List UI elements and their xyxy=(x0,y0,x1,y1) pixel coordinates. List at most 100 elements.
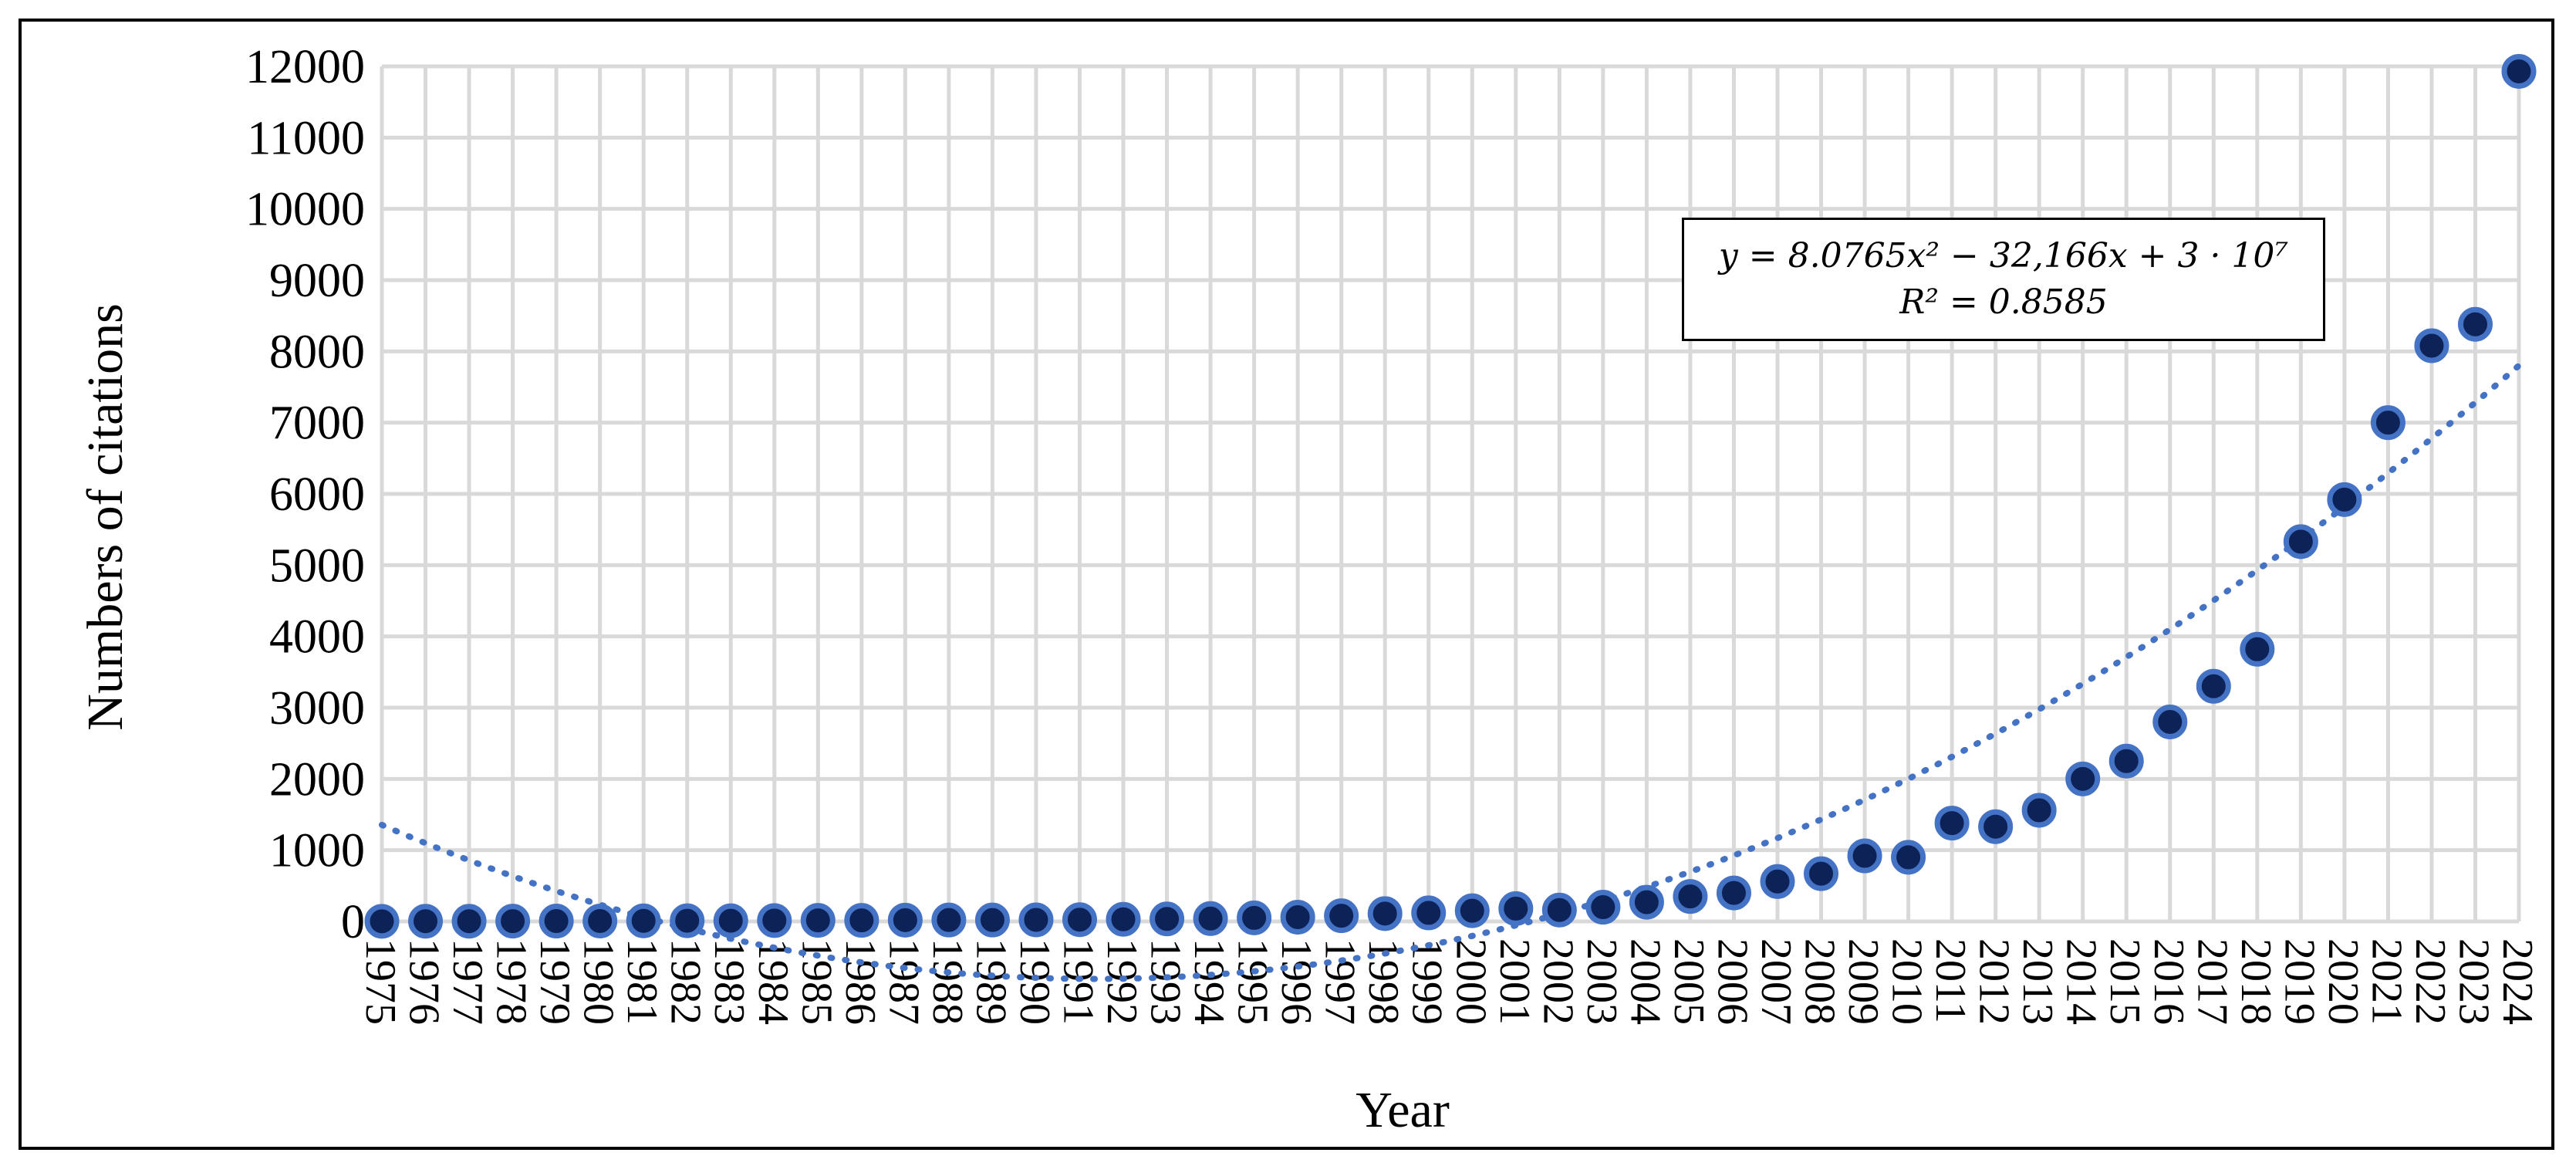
x-tick-label: 2004 xyxy=(1621,938,1669,1025)
x-tick-label: 2003 xyxy=(1578,938,1626,1025)
data-point xyxy=(2501,53,2537,89)
data-point xyxy=(2240,631,2275,667)
data-point xyxy=(1585,890,1621,925)
x-tick-label: 1978 xyxy=(488,938,535,1025)
y-tick-label: 12000 xyxy=(245,41,365,93)
data-point xyxy=(1629,884,1664,920)
trendline-equation: y = 8.0765x² − 32,166x + 3 · 10⁷ xyxy=(1718,236,2289,276)
x-tick-label: 1975 xyxy=(356,938,404,1025)
data-point xyxy=(800,903,836,938)
x-axis-title: Year xyxy=(1356,1082,1450,1138)
data-point xyxy=(495,904,531,939)
data-point xyxy=(1411,895,1447,931)
data-point xyxy=(1673,879,1708,914)
y-tick-label: 1000 xyxy=(269,825,365,877)
x-tick-label: 2014 xyxy=(2058,938,2105,1025)
x-tick-label: 1986 xyxy=(836,938,884,1025)
data-point xyxy=(1018,902,1054,938)
x-tick-label: 1990 xyxy=(1011,938,1058,1025)
x-tick-label: 2009 xyxy=(1839,938,1887,1025)
x-tick-label: 2015 xyxy=(2101,938,2149,1025)
x-tick-label: 1996 xyxy=(1272,938,1320,1025)
y-tick-label: 0 xyxy=(341,896,365,948)
data-point xyxy=(1280,899,1315,935)
x-tick-label: 1977 xyxy=(444,938,491,1025)
x-tick-label: 1983 xyxy=(705,938,753,1025)
data-point xyxy=(1106,901,1141,937)
x-tick-label: 1999 xyxy=(1403,938,1451,1025)
x-tick-label: 2010 xyxy=(1883,938,1931,1025)
y-axis-title: Numbers of citations xyxy=(77,303,133,731)
data-point xyxy=(1193,901,1228,936)
x-tick-label: 2000 xyxy=(1447,938,1494,1025)
y-tick-label: 8000 xyxy=(269,326,365,378)
x-tick-label: 2001 xyxy=(1491,938,1538,1025)
x-tick-label: 2018 xyxy=(2232,938,2280,1025)
y-tick-label: 2000 xyxy=(269,753,365,806)
data-point xyxy=(2370,405,2406,441)
data-point xyxy=(2414,328,2449,363)
x-tick-label: 2023 xyxy=(2449,938,2497,1025)
x-tick-label: 2016 xyxy=(2145,938,2193,1025)
data-point xyxy=(1934,806,1970,841)
x-tick-label: 2020 xyxy=(2319,938,2367,1025)
data-point xyxy=(1324,898,1359,934)
x-tick-label: 1993 xyxy=(1142,938,1190,1025)
x-tick-label: 1988 xyxy=(923,938,971,1025)
y-tick-label: 7000 xyxy=(269,397,365,450)
data-point xyxy=(2065,761,2101,796)
x-tick-label: 2006 xyxy=(1708,938,1756,1025)
x-tick-label: 2019 xyxy=(2275,938,2323,1025)
y-tick-label: 4000 xyxy=(269,611,365,664)
data-point xyxy=(1760,864,1795,899)
trendline xyxy=(379,362,2522,982)
data-point xyxy=(626,903,661,938)
data-point xyxy=(931,902,967,938)
x-tick-label: 2013 xyxy=(2014,938,2061,1025)
trendline-equation-box: y = 8.0765x² − 32,166x + 3 · 10⁷ R² = 0.… xyxy=(1682,218,2325,341)
x-tick-label: 2002 xyxy=(1534,938,1582,1025)
data-point xyxy=(670,903,705,938)
data-point xyxy=(2196,668,2231,704)
y-tick-label: 10000 xyxy=(245,184,365,236)
data-point xyxy=(451,904,487,939)
x-tick-label: 1997 xyxy=(1316,938,1364,1025)
data-point xyxy=(1891,840,1926,875)
grid-lines xyxy=(380,64,2521,924)
data-point xyxy=(538,904,574,939)
data-point xyxy=(1454,893,1490,928)
r-squared-label: R² = 0.8585 xyxy=(1899,282,2108,322)
x-tick-label: 2012 xyxy=(1970,938,2018,1025)
x-tick-label: 1982 xyxy=(662,938,710,1025)
data-point xyxy=(2108,743,2144,779)
data-point xyxy=(757,903,792,938)
x-tick-label: 1980 xyxy=(575,938,623,1025)
x-tick-label: 1979 xyxy=(531,938,579,1025)
data-point xyxy=(2283,524,2318,559)
data-point xyxy=(1062,902,1097,938)
x-tick-label: 2005 xyxy=(1665,938,1713,1025)
x-tick-label: 2022 xyxy=(2406,938,2454,1025)
data-point xyxy=(1978,809,2014,844)
x-tick-label: 1987 xyxy=(879,938,927,1025)
data-point xyxy=(1847,838,1882,874)
data-point xyxy=(582,903,618,938)
y-tick-label: 9000 xyxy=(269,255,365,307)
x-tick-label: 1976 xyxy=(400,938,448,1025)
data-point xyxy=(2021,793,2057,828)
data-point xyxy=(1804,856,1839,891)
data-point xyxy=(364,904,400,939)
y-tick-label: 5000 xyxy=(269,539,365,592)
x-tick-label: 1981 xyxy=(618,938,666,1025)
x-tick-label: 2008 xyxy=(1796,938,1844,1025)
data-point xyxy=(1716,875,1751,911)
data-point xyxy=(2327,482,2362,517)
data-point xyxy=(1541,892,1577,928)
data-point xyxy=(887,902,923,938)
x-tick-label: 2017 xyxy=(2188,938,2236,1025)
x-tick-label: 2021 xyxy=(2362,938,2410,1025)
data-point xyxy=(844,903,879,938)
data-point xyxy=(1237,900,1272,935)
x-tick-label: 2011 xyxy=(1926,938,1974,1023)
